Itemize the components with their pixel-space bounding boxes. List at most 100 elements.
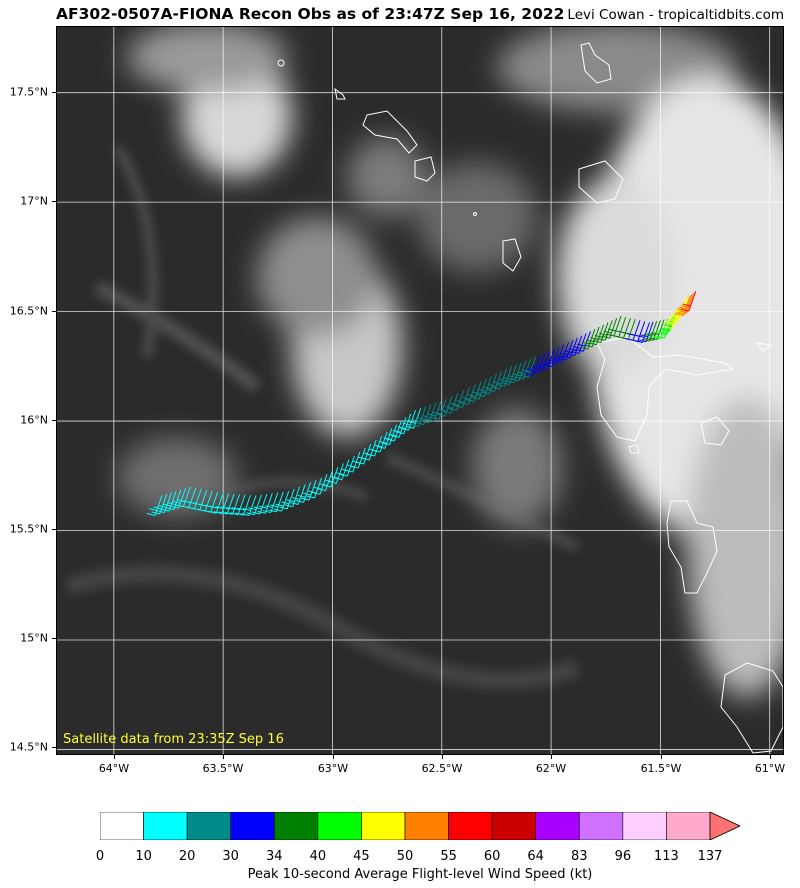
colorbar-label: 40 [309, 849, 327, 864]
colorbar-label: 50 [396, 849, 414, 864]
colorbar-cell [361, 812, 406, 840]
lon-tick-mark [661, 755, 662, 759]
lat-tick-label: 14.5°N [9, 740, 48, 754]
lat-tick-mark [52, 201, 56, 202]
wind-barb [460, 384, 476, 406]
lon-tick-label: 63°W [317, 762, 349, 775]
coastline-montserrat [414, 156, 436, 182]
map-canvas [57, 27, 783, 754]
wind-barb [678, 292, 695, 314]
colorbar-cell [404, 812, 449, 840]
colorbar-label: 20 [178, 849, 196, 864]
map-title: AF302-0507A-FIONA Recon Obs as of 23:47Z… [56, 5, 565, 23]
wind-speed-colorbar [100, 812, 740, 840]
colorbar-cell [622, 812, 667, 840]
lat-tick-mark [52, 747, 56, 748]
wind-barb [420, 402, 437, 424]
coastline-martinique [720, 662, 783, 754]
colorbar-label: 10 [135, 849, 152, 864]
lat-tick-label: 17°N [20, 194, 48, 208]
wind-barb [506, 362, 522, 384]
colorbar-title: Peak 10-second Average Flight-level Wind… [247, 867, 593, 882]
lon-tick-mark [114, 755, 115, 759]
wind-barb [268, 491, 284, 513]
colorbar-cell [317, 812, 362, 840]
wind-barb [213, 493, 230, 515]
wind-barb [442, 393, 459, 414]
wind-barb [448, 390, 465, 411]
colorbar-cell [448, 812, 493, 840]
lon-tick-label: 62°W [535, 762, 567, 775]
lat-tick-mark [52, 311, 56, 312]
coastline-desirade [755, 342, 773, 352]
lat-lon-grid [57, 27, 783, 754]
lon-tick-label: 61°W [754, 762, 786, 775]
wind-barb [381, 424, 398, 446]
wind-barb [520, 357, 536, 378]
colorbar-label: 55 [440, 849, 457, 864]
lat-tick-label: 16°N [20, 413, 48, 427]
wind-barb [240, 495, 257, 516]
lon-tick-label: 62.5°W [421, 762, 463, 775]
coastline-saba [277, 59, 285, 67]
wind-barb [224, 494, 241, 515]
wind-barb [431, 398, 447, 420]
lat-tick-mark [52, 420, 56, 421]
colorbar-cell [666, 812, 711, 840]
coastline-redonda [473, 212, 477, 216]
colorbar-cell [230, 812, 275, 840]
colorbar-label: 60 [483, 849, 501, 864]
wind-barb [376, 428, 393, 449]
coastlines [277, 42, 783, 754]
credit-text: Levi Cowan - tropicaltidbits.com [567, 7, 784, 23]
wind-barb [510, 360, 527, 382]
lat-tick-mark [52, 529, 56, 530]
wind-barb [415, 404, 432, 426]
recon-observations [146, 290, 697, 516]
coastline-st-kitts-nevis [362, 110, 418, 154]
wind-barb [515, 358, 532, 380]
coastline-guadeloupe [596, 336, 735, 442]
colorbar-cell [578, 812, 624, 840]
wind-barb [405, 408, 422, 429]
satellite-map [56, 26, 784, 755]
lon-tick-mark [223, 755, 224, 759]
wind-barb [262, 492, 279, 514]
wind-barb [386, 420, 402, 442]
coastline-les-saintes [628, 444, 640, 454]
wind-barb [208, 493, 224, 514]
colorbar-cell [100, 812, 144, 840]
lon-tick-mark [333, 755, 334, 759]
colorbar-label: 30 [222, 849, 239, 864]
colorbar-label: 34 [266, 849, 283, 864]
lat-tick-mark [52, 92, 56, 93]
wind-barb [235, 494, 251, 516]
colorbar-label: 64 [527, 849, 544, 864]
colorbar-cell [535, 812, 580, 840]
coastline-dominica [666, 500, 718, 594]
colorbar-cell [186, 812, 232, 840]
wind-barb [454, 387, 470, 408]
wind-barb [218, 493, 235, 515]
colorbar-cell [273, 812, 319, 840]
wind-barb [425, 400, 442, 422]
wind-barb [257, 493, 273, 514]
wind-barb [496, 366, 513, 387]
lat-tick-label: 15°N [20, 631, 48, 645]
colorbar-label: 96 [614, 849, 632, 864]
coastline-montserrat-south [502, 238, 522, 272]
lat-tick-mark [52, 638, 56, 639]
colorbar-label: 137 [697, 849, 723, 864]
wind-barb [410, 406, 427, 427]
wind-barb [170, 488, 187, 509]
colorbar-cell [143, 812, 188, 840]
wind-barb [400, 409, 417, 431]
lon-tick-label: 64°W [98, 762, 130, 775]
wind-barb [390, 417, 407, 438]
lon-tick-label: 63.5°W [202, 762, 244, 775]
lat-tick-label: 15.5°N [9, 522, 48, 536]
colorbar-extend-arrow [709, 812, 740, 840]
coastline-antigua [578, 160, 624, 204]
wind-barb [229, 494, 246, 516]
colorbar-label: 83 [571, 849, 588, 864]
